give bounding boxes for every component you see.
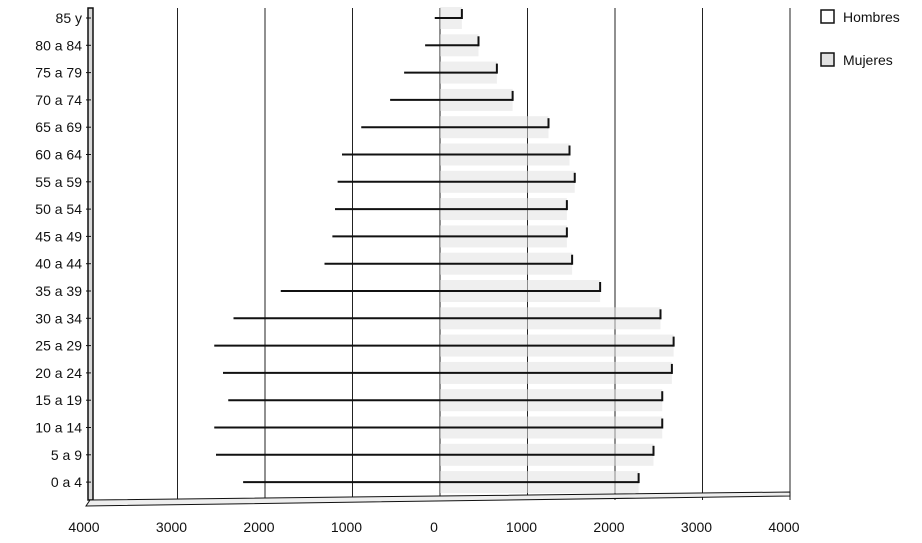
legend-label-mujeres: Mujeres — [843, 52, 893, 68]
y-tick-label: 55 a 59 — [35, 174, 82, 190]
y-tick-label: 85 y — [56, 10, 82, 26]
bars — [214, 7, 673, 493]
y-tick-label: 5 a 9 — [51, 447, 82, 463]
legend-swatch-mujeres — [821, 53, 834, 66]
x-tick-label: 2000 — [243, 519, 274, 535]
legend-label-hombres: Hombres — [843, 9, 900, 25]
y-tick-label: 50 a 54 — [35, 201, 82, 217]
x-tick-label: 3000 — [681, 519, 712, 535]
y-tick-label: 80 a 84 — [35, 37, 82, 53]
x-tick-label: 1000 — [331, 519, 362, 535]
x-axis — [86, 492, 790, 506]
y-tick-label: 15 a 19 — [35, 392, 82, 408]
x-tick-label: 1000 — [506, 519, 537, 535]
legend: Hombres Mujeres — [821, 9, 900, 68]
y-tick-label: 70 a 74 — [35, 92, 82, 108]
y-tick-label: 45 a 49 — [35, 228, 82, 244]
x-tick-label: 3000 — [156, 519, 187, 535]
legend-swatch-hombres — [821, 10, 834, 23]
y-axis — [88, 8, 93, 500]
y-tick-label: 60 a 64 — [35, 147, 82, 163]
y-tick-label: 30 a 34 — [35, 310, 82, 326]
x-tick-label: 4000 — [768, 519, 799, 535]
y-tick-label: 25 a 29 — [35, 338, 82, 354]
x-tick-label: 4000 — [68, 519, 99, 535]
y-tick-labels: 0 a 4 5 a 9 10 a 14 15 a 19 20 a 24 25 a 29 30… — [35, 10, 91, 490]
y-tick-label: 65 a 69 — [35, 119, 82, 135]
x-tick-label: 2000 — [593, 519, 624, 535]
y-tick-label: 20 a 24 — [35, 365, 82, 381]
y-tick-label: 10 a 14 — [35, 420, 82, 436]
y-tick-label: 75 a 79 — [35, 65, 82, 81]
x-tick-label: 0 — [430, 519, 438, 535]
y-tick-label: 35 a 39 — [35, 283, 82, 299]
y-tick-label: 40 a 44 — [35, 256, 82, 272]
x-tick-labels: 4000 3000 2000 1000 0 1000 2000 3000 4000 — [68, 519, 799, 535]
y-tick-label: 0 a 4 — [51, 474, 82, 490]
